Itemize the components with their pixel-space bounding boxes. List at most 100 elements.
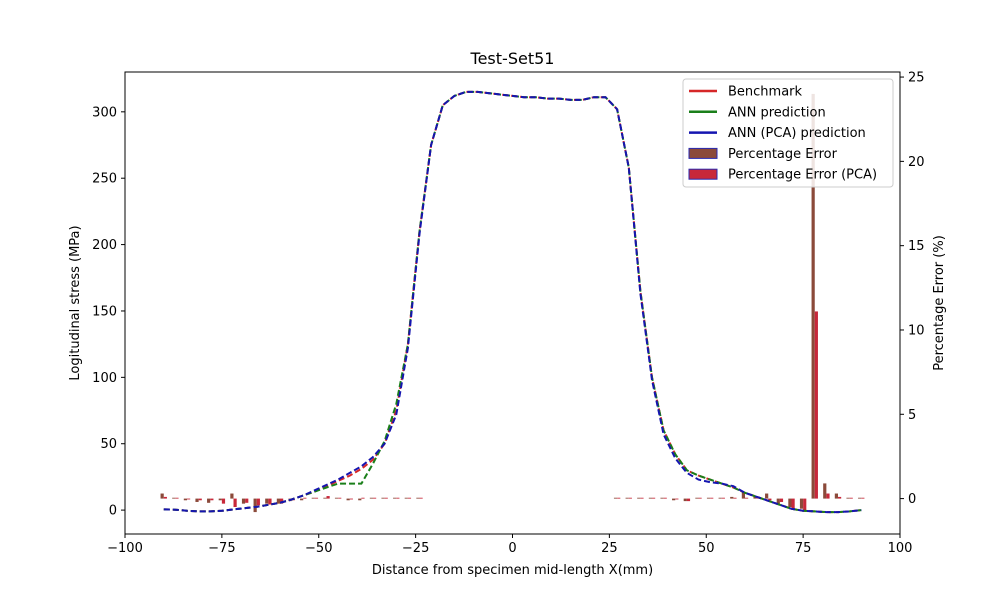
error-bar xyxy=(823,483,827,499)
legend-percentage-error-pca-swatch xyxy=(688,168,718,180)
error-pca-bar xyxy=(721,497,725,499)
x-tick-label: −75 xyxy=(208,541,235,556)
x-tick-label: 100 xyxy=(888,541,913,556)
error-bar xyxy=(706,497,711,499)
error-bar xyxy=(695,497,699,499)
legend-percentage-error-pca-label: Percentage Error (PCA) xyxy=(728,168,877,183)
error-pca-bar xyxy=(338,497,342,499)
error-bar xyxy=(613,497,618,499)
error-pca-bar xyxy=(686,498,691,502)
ann-prediction-line xyxy=(163,90,862,514)
error-bar xyxy=(172,497,176,499)
error-bar xyxy=(765,493,769,499)
error-pca-bar xyxy=(745,497,749,499)
error-bar xyxy=(730,496,734,499)
legend-percentage-error-pca: Percentage Error (PCA) xyxy=(688,168,877,183)
y-tick-label: 100 xyxy=(92,371,117,386)
error-bar xyxy=(811,93,815,499)
y-tick-label: 150 xyxy=(92,304,117,319)
plot-frame xyxy=(124,71,901,535)
y-tick-label: 300 xyxy=(92,105,117,120)
y2-tick-label: 15 xyxy=(908,239,925,254)
error-pca-bar xyxy=(698,497,702,499)
error-bar xyxy=(788,498,792,508)
x-tick-label: −50 xyxy=(305,541,332,556)
error-pca-bar xyxy=(803,498,807,511)
y-tick-label: 250 xyxy=(92,172,117,187)
error-bar xyxy=(230,493,234,499)
error-pca-bar xyxy=(849,497,853,499)
error-bar xyxy=(648,497,652,499)
y2-axis-title: Percentage Error (%) xyxy=(932,235,947,371)
error-bar xyxy=(381,497,385,499)
error-bar xyxy=(369,497,373,499)
y-tick-label: 200 xyxy=(92,238,117,253)
error-bar xyxy=(265,498,269,504)
error-bar xyxy=(660,497,664,499)
y2-tick-label: 5 xyxy=(908,408,916,423)
error-bar xyxy=(404,497,408,499)
error-pca-bar xyxy=(175,497,179,499)
error-pca-bar xyxy=(419,497,423,499)
error-bar xyxy=(683,498,687,502)
error-pca-bar xyxy=(314,497,319,499)
error-pca-bar xyxy=(652,497,656,499)
error-bar xyxy=(207,498,211,503)
error-bar xyxy=(253,498,257,513)
x-tick-label: 0 xyxy=(508,541,516,556)
error-bar xyxy=(323,497,327,499)
error-bar xyxy=(183,498,187,501)
error-pca-bar xyxy=(303,497,307,499)
error-bar xyxy=(625,497,629,499)
error-pca-bar xyxy=(826,493,830,499)
legend-ann-prediction: ANN prediction xyxy=(689,105,826,120)
error-bar xyxy=(276,498,280,504)
error-pca-bar xyxy=(198,498,202,501)
x-tick-label: 50 xyxy=(698,541,715,556)
error-pca-bar xyxy=(814,311,818,499)
error-pca-bar xyxy=(710,497,714,499)
error-bar xyxy=(672,498,676,501)
error-pca-bar xyxy=(407,497,412,499)
error-pca-bar xyxy=(768,498,772,501)
error-pca-bar xyxy=(838,496,842,499)
y-tick-label: 50 xyxy=(100,437,117,452)
legend-percentage-error-label: Percentage Error xyxy=(728,147,838,162)
x-tick-label: 75 xyxy=(795,541,812,556)
error-bar xyxy=(334,497,339,499)
error-bar xyxy=(718,497,722,499)
error-pca-bar xyxy=(663,497,667,499)
error-pca-bar xyxy=(268,498,272,505)
error-pca-bar xyxy=(187,498,191,500)
error-bar xyxy=(416,497,420,499)
x-axis-title: Distance from specimen mid-length X(mm) xyxy=(372,563,653,578)
error-pca-bar xyxy=(640,497,644,499)
legend: Benchmark ANN prediction ANN (PCA) predict… xyxy=(682,78,894,188)
error-pca-bar xyxy=(861,497,865,499)
legend-benchmark: Benchmark xyxy=(689,85,803,100)
error-pca-bar xyxy=(233,498,237,508)
error-pca-bar xyxy=(628,497,632,499)
y2-tick-label: 10 xyxy=(908,323,925,338)
ann-pca-prediction-line xyxy=(163,90,862,514)
error-bar xyxy=(846,497,850,499)
plot-area xyxy=(160,90,865,514)
y2-axis-ticks: 0 5 10 15 20 25 xyxy=(900,71,925,507)
error-pca-bar xyxy=(163,496,167,499)
error-bar xyxy=(160,493,164,499)
error-bar xyxy=(311,497,315,499)
x-tick-label: −100 xyxy=(107,541,143,556)
error-pca-bar xyxy=(361,497,365,499)
y-axis-ticks: 0 50 100 150 200 250 300 xyxy=(92,105,125,519)
legend-box xyxy=(682,78,894,188)
error-pca-bar xyxy=(384,497,388,499)
y2-tick-label: 0 xyxy=(908,492,916,507)
error-pca-bar xyxy=(373,497,377,499)
error-pca-bar xyxy=(791,498,795,509)
legend-ann-pca-prediction-label: ANN (PCA) prediction xyxy=(728,126,866,141)
error-pca-bar xyxy=(326,496,330,499)
error-bar xyxy=(393,497,397,499)
error-pca-bar xyxy=(245,498,249,503)
x-tick-label: 25 xyxy=(601,541,618,556)
